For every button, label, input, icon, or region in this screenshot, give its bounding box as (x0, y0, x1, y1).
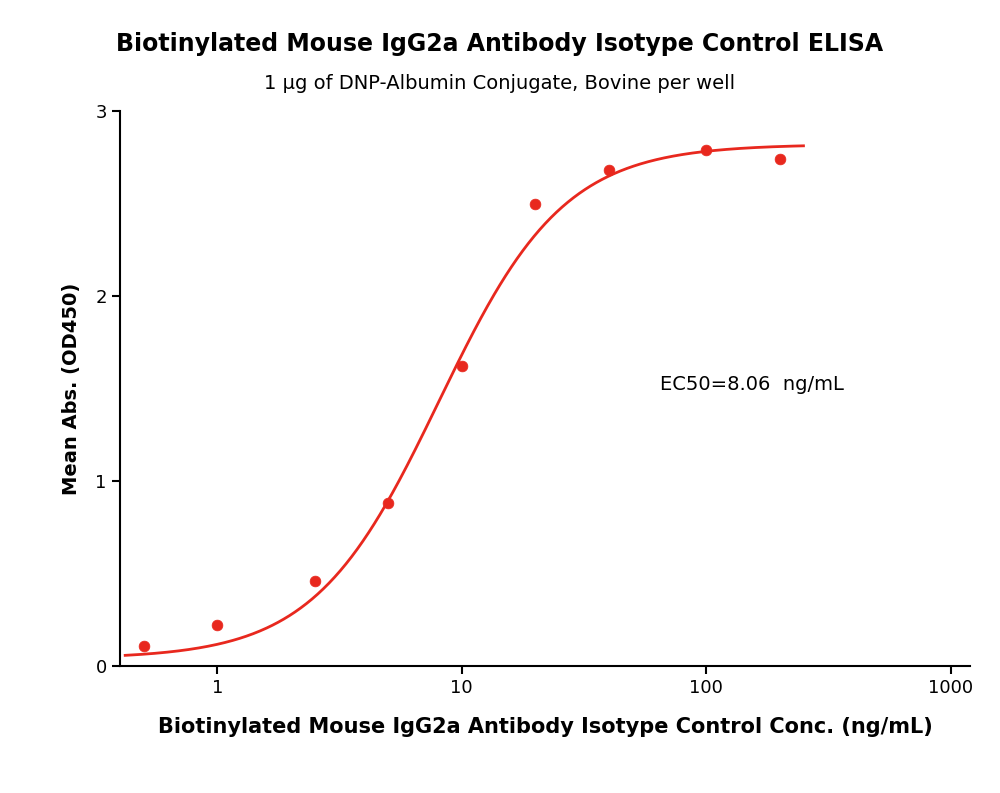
Y-axis label: Mean Abs. (OD450): Mean Abs. (OD450) (62, 282, 81, 495)
Text: 1 μg of DNP-Albumin Conjugate, Bovine per well: 1 μg of DNP-Albumin Conjugate, Bovine pe… (264, 74, 736, 93)
Point (380, 497, 396, 510)
X-axis label: Biotinylated Mouse IgG2a Antibody Isotype Control Conc. (ng/mL): Biotinylated Mouse IgG2a Antibody Isotyp… (158, 717, 932, 737)
Text: Biotinylated Mouse IgG2a Antibody Isotype Control ELISA: Biotinylated Mouse IgG2a Antibody Isotyp… (116, 32, 884, 56)
Point (772, 153, 788, 166)
Point (209, 619, 225, 632)
Point (136, 639, 152, 652)
Text: EC50=8.06  ng/mL: EC50=8.06 ng/mL (660, 375, 844, 394)
Point (307, 575, 323, 588)
Point (601, 164, 617, 177)
Point (527, 197, 543, 210)
Point (698, 144, 714, 156)
Point (454, 360, 470, 373)
